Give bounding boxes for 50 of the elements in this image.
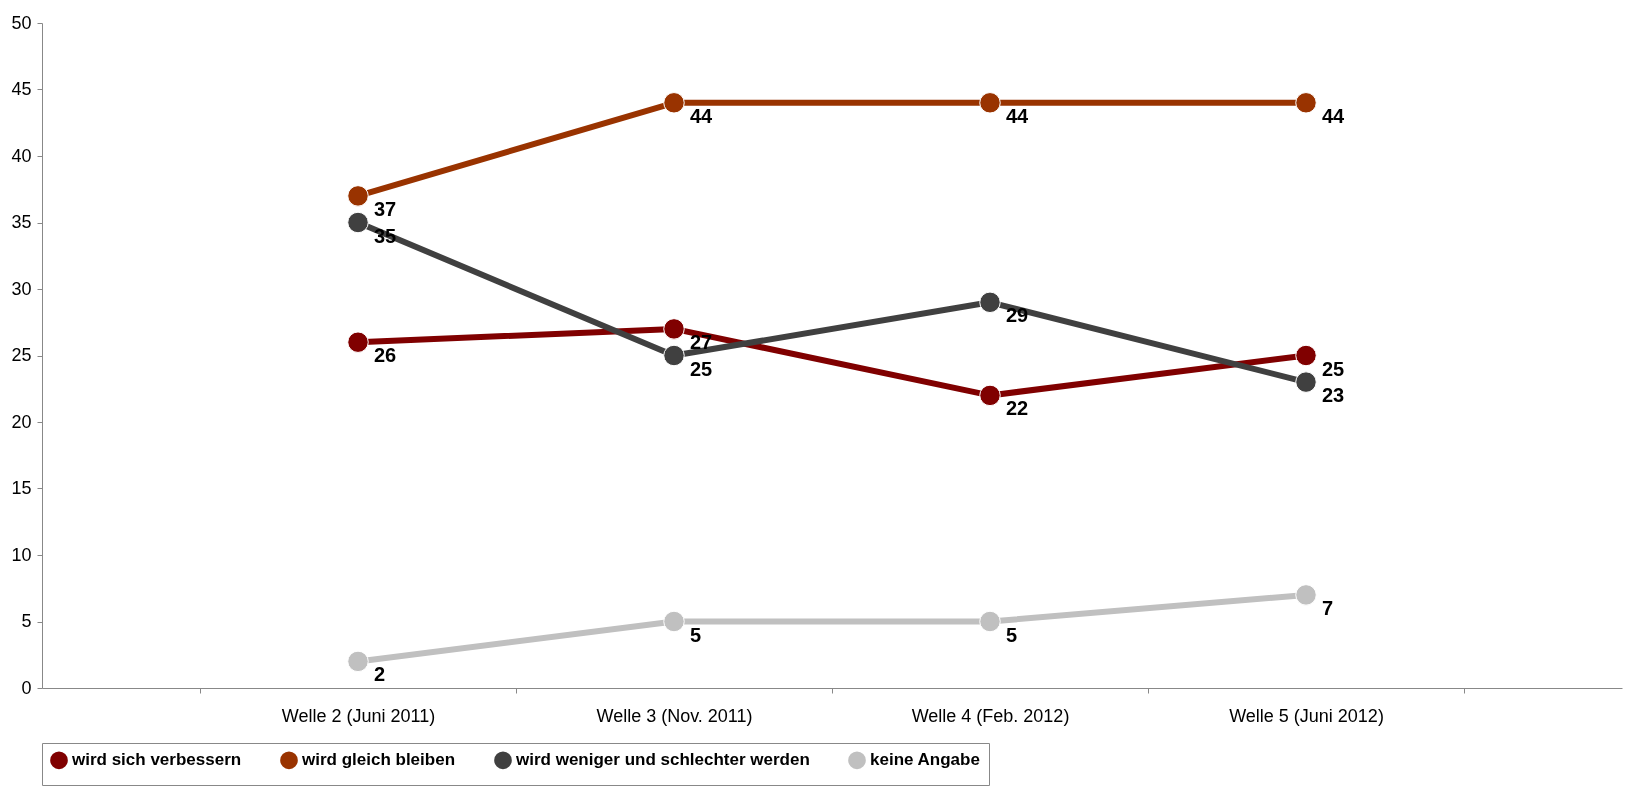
y-tick-label: 10 <box>11 544 32 565</box>
y-tick-label: 50 <box>11 12 32 33</box>
y-tick-label: 25 <box>11 345 32 365</box>
legend-label: keine Angabe <box>870 750 980 770</box>
y-tick-label: 35 <box>11 212 32 232</box>
data-label: 22 <box>1006 397 1029 420</box>
x-tick-label: Welle 4 (Feb. 2012) <box>911 705 1070 726</box>
data-label: 29 <box>1006 304 1029 327</box>
point <box>347 331 369 353</box>
data-label: 5 <box>690 623 702 646</box>
data-label: 26 <box>374 344 397 367</box>
data-label: 2 <box>374 663 386 686</box>
point <box>979 92 1001 114</box>
point <box>1295 92 1317 114</box>
point <box>1295 584 1317 606</box>
legend-label: wird sich verbessern <box>71 750 242 770</box>
data-label: 7 <box>1322 596 1334 619</box>
data-label: 44 <box>1322 104 1346 127</box>
legend-label: wird weniger und schlechter werden <box>515 750 810 770</box>
point <box>663 92 685 114</box>
point <box>663 344 685 367</box>
point <box>663 318 685 340</box>
y-tick-label: 5 <box>21 611 32 631</box>
x-tick-label: Welle 5 (Juni 2012) <box>1229 705 1384 726</box>
y-tick-label: 40 <box>11 145 32 166</box>
y-tick-label: 15 <box>11 478 32 498</box>
point <box>979 384 1001 407</box>
data-label: 37 <box>374 197 397 220</box>
data-label: 25 <box>1322 357 1345 380</box>
point <box>347 211 369 234</box>
y-tick-label: 20 <box>11 411 32 432</box>
legend-label: wird gleich bleiben <box>301 750 456 770</box>
point <box>1295 371 1317 393</box>
data-label: 44 <box>1006 104 1030 127</box>
data-label: 23 <box>1322 384 1345 407</box>
data-label: 5 <box>1006 623 1018 646</box>
data-label: 25 <box>690 357 713 380</box>
point <box>347 185 369 207</box>
y-tick-label: 0 <box>21 677 32 698</box>
point <box>347 650 369 673</box>
point <box>979 610 1001 633</box>
y-tick-label: 45 <box>11 79 32 99</box>
point <box>979 291 1001 314</box>
y-tick-label: 30 <box>11 278 32 299</box>
x-tick-label: Welle 2 (Juni 2011) <box>281 705 436 726</box>
x-tick-label: Welle 3 (Nov. 2011) <box>596 705 753 726</box>
data-label: 27 <box>690 330 713 353</box>
point <box>1295 344 1317 367</box>
data-label: 44 <box>690 104 714 127</box>
point <box>663 610 685 633</box>
